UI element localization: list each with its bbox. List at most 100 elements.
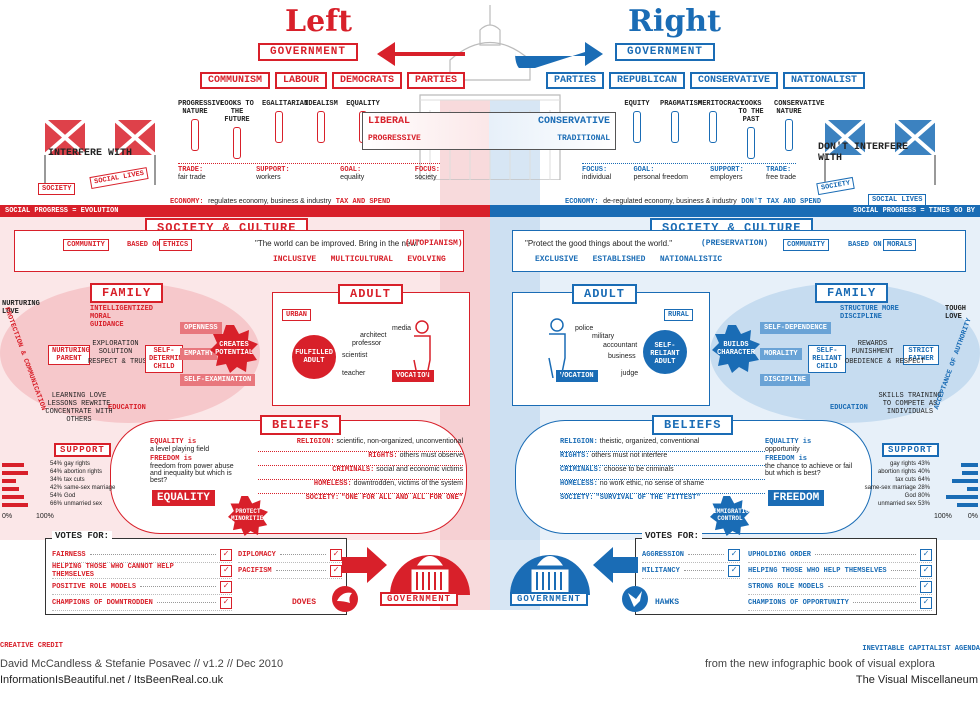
left-support-pct: 54%	[50, 461, 63, 467]
right-parties: PARTIES REPUBLICAN CONSERVATIVE NATIONAL…	[546, 72, 866, 89]
right-job-police: police	[575, 325, 594, 332]
spectrum-box: LIBERAL PROGRESSIVE CONSERVATIVE TRADITI…	[362, 112, 616, 150]
left-support-bar	[2, 471, 28, 475]
party-nationalist: NATIONALIST	[783, 72, 866, 89]
left-family-item-4: OPENNESS	[180, 322, 222, 334]
right-support-label: tax cuts	[895, 477, 916, 483]
right-support-pct: 40%	[917, 469, 930, 475]
right-belief-religion: RELIGION: theistic, organized, conventio…	[560, 438, 765, 452]
left-economy-text: regulates economy, business & industry	[208, 198, 332, 205]
right-immigration-control-badge	[710, 496, 750, 536]
left-value-1: LOOKS TO THE FUTURE	[220, 100, 254, 162]
dont-interfere-with-label: DON'T INTERFERE WITH	[818, 142, 909, 164]
left-beliefs-cloud	[110, 420, 467, 534]
right-values-row: EQUITY PRAGMATISM MERITOCRACY LOOKS TO T…	[622, 100, 824, 162]
right-beliefs-title: BELIEFS	[652, 415, 734, 435]
right-support-label: unmarried sex	[877, 501, 916, 507]
left-support-row: 34% tax cuts	[2, 477, 112, 485]
right-family-item-6: OBEDIENCE & RESPECT	[845, 358, 925, 366]
left-belief-criminals: CRIMINALS: social and economic victims	[258, 466, 463, 480]
interfere-with-label: INTERFERE WITH	[48, 148, 133, 159]
right-builds-character-badge	[712, 325, 760, 373]
left-capitol-icon	[390, 540, 470, 595]
right-beliefs-cloud	[515, 420, 872, 534]
footer-right-line: from the new infographic book of visual …	[705, 658, 935, 670]
right-job-judge: judge	[621, 370, 639, 377]
left-social-progress: SOCIAL PROGRESS = EVOLUTION	[5, 207, 119, 215]
left-protect-minorities-badge	[228, 496, 268, 536]
right-family-item-1: SELF-DEPENDENCE	[760, 322, 832, 334]
right-beliefs-lines: RELIGION: theistic, organized, conventio…	[560, 438, 765, 507]
right-votes-col2: UPHOLDING ORDER ✓ HELPING THOSE WHO HELP …	[748, 547, 932, 611]
left-support-bar	[2, 463, 24, 467]
right-job-accountant: accountant	[603, 342, 638, 349]
liberal-label: LIBERAL	[368, 116, 411, 127]
left-fulfilled-adult: FULFILLED ADULT	[295, 349, 333, 365]
right-vote-militancy: MILITANCY ✓	[642, 563, 740, 579]
right-support-axis-min: 0%	[967, 513, 978, 520]
dove-icon	[332, 586, 358, 612]
left-arrow-icon	[377, 42, 465, 66]
left-support-pct: 42%	[50, 485, 63, 491]
right-vote-aggression: AGGRESSION ✓	[642, 547, 740, 563]
right-morals-pill: MORALS	[883, 239, 917, 251]
right-quote-tag: (PRESERVATION)	[701, 239, 769, 248]
left-value-2: EGALITARIAN	[262, 100, 308, 162]
right-value-2: MERITOCRACY	[698, 100, 744, 162]
footer-credit-line: David McCandless & Stefanie Posavec // v…	[0, 658, 284, 670]
right-vote-champions: CHAMPIONS OF OPPORTUNITY ✓	[748, 595, 932, 611]
right-support-label: same-sex marriage	[864, 485, 916, 491]
left-job-scientist: scientist	[342, 352, 368, 359]
right-support-bar	[961, 463, 978, 467]
left-fulfilled-adult-circle	[292, 335, 336, 379]
right-trade: TRADE: free trade	[766, 166, 796, 181]
left-family-item-0: INTELLIGENTIZED MORAL GUIDANCE	[90, 305, 154, 329]
left-family-item-7: EDUCATION	[108, 404, 146, 412]
right-community-pill: COMMUNITY	[783, 239, 829, 251]
left-equality-badge: EQUALITY	[152, 490, 215, 506]
right-family-item-7: EDUCATION	[830, 404, 868, 412]
left-support-label: God	[64, 493, 76, 499]
right-support-label: gay rights	[889, 461, 916, 467]
right-family-item-5: REWARDS PUNISHMENT	[851, 340, 894, 356]
left-belief-religion: RELIGION: scientific, non-organized, unc…	[258, 438, 463, 452]
left-trade-row: TRADE: fair trade SUPPORT: workers GOAL: eq…	[178, 163, 440, 181]
right-economy: ECONOMY: de-regulated economy, business …	[565, 190, 821, 208]
left-family-title: FAMILY	[90, 283, 164, 303]
left-government-label: GOVERNMENT	[258, 43, 359, 61]
left-vote-positive-role-models: POSITIVE ROLE MODELS ✓	[52, 579, 232, 595]
left-votes-box: VOTES FOR: FAIRNESS ✓ HELPING THOSE WHO C…	[45, 531, 347, 615]
right-support-pct: 80%	[917, 493, 930, 499]
right-value-1: PRAGMATISM	[660, 100, 702, 162]
left-support-row: 66% unmarried sex	[2, 501, 112, 509]
left-support-bar	[2, 479, 16, 483]
left-vote-helping: HELPING THOSE WHO CANNOT HELP THEMSELVES…	[52, 563, 232, 579]
right-flags-icon	[823, 118, 937, 185]
right-government-bottom-label: GOVERNMENT	[510, 592, 589, 606]
left-economy-key: ECONOMY:	[170, 198, 204, 206]
left-support-row: 54% God	[2, 493, 112, 501]
party-labour: LABOUR	[275, 72, 328, 89]
left-government-bottom-label: GOVERNMENT	[380, 592, 459, 606]
left-job-teacher: teacher	[342, 370, 366, 377]
left-quote-tag: (UTOPIANISM)	[405, 239, 463, 248]
right-government-label: GOVERNMENT	[615, 43, 716, 61]
left-vote-champions: CHAMPIONS OF DOWNTRODDEN ✓	[52, 595, 232, 611]
left-quote: "The world can be improved. Bring in the…	[255, 239, 421, 248]
left-vote-pacifism: PACIFISM ✓	[238, 563, 342, 579]
right-family-item-8: SKILLS TRAINING TO COMPETE AS INDIVIDUAL…	[878, 392, 942, 416]
left-belief-society: SOCIETY: "ONE FOR ALL AND ALL FOR ONE"	[305, 494, 463, 502]
party-conservative: CONSERVATIVE	[690, 72, 779, 89]
right-goal: GOAL: personal freedom	[633, 166, 688, 181]
left-family-item-8: LEARNING LOVE LESSONS REWRITE CONCENTRAT…	[45, 392, 113, 424]
left-support: SUPPORT: workers	[256, 166, 290, 181]
left-belief-rights: RIGHTS: others must observe	[258, 452, 463, 466]
left-community-pill: COMMUNITY	[63, 239, 109, 251]
left-support-axis-min: 0%	[2, 513, 13, 520]
party-communism: COMMUNISM	[200, 72, 271, 89]
right-votes-col1: AGGRESSION ✓ MILITANCY ✓	[642, 547, 740, 579]
party-parties-right: PARTIES	[546, 72, 605, 89]
right-focus: FOCUS: individual	[582, 166, 612, 181]
right-support-row: 80% God	[868, 493, 978, 501]
left-support-pct: 54%	[50, 493, 63, 499]
